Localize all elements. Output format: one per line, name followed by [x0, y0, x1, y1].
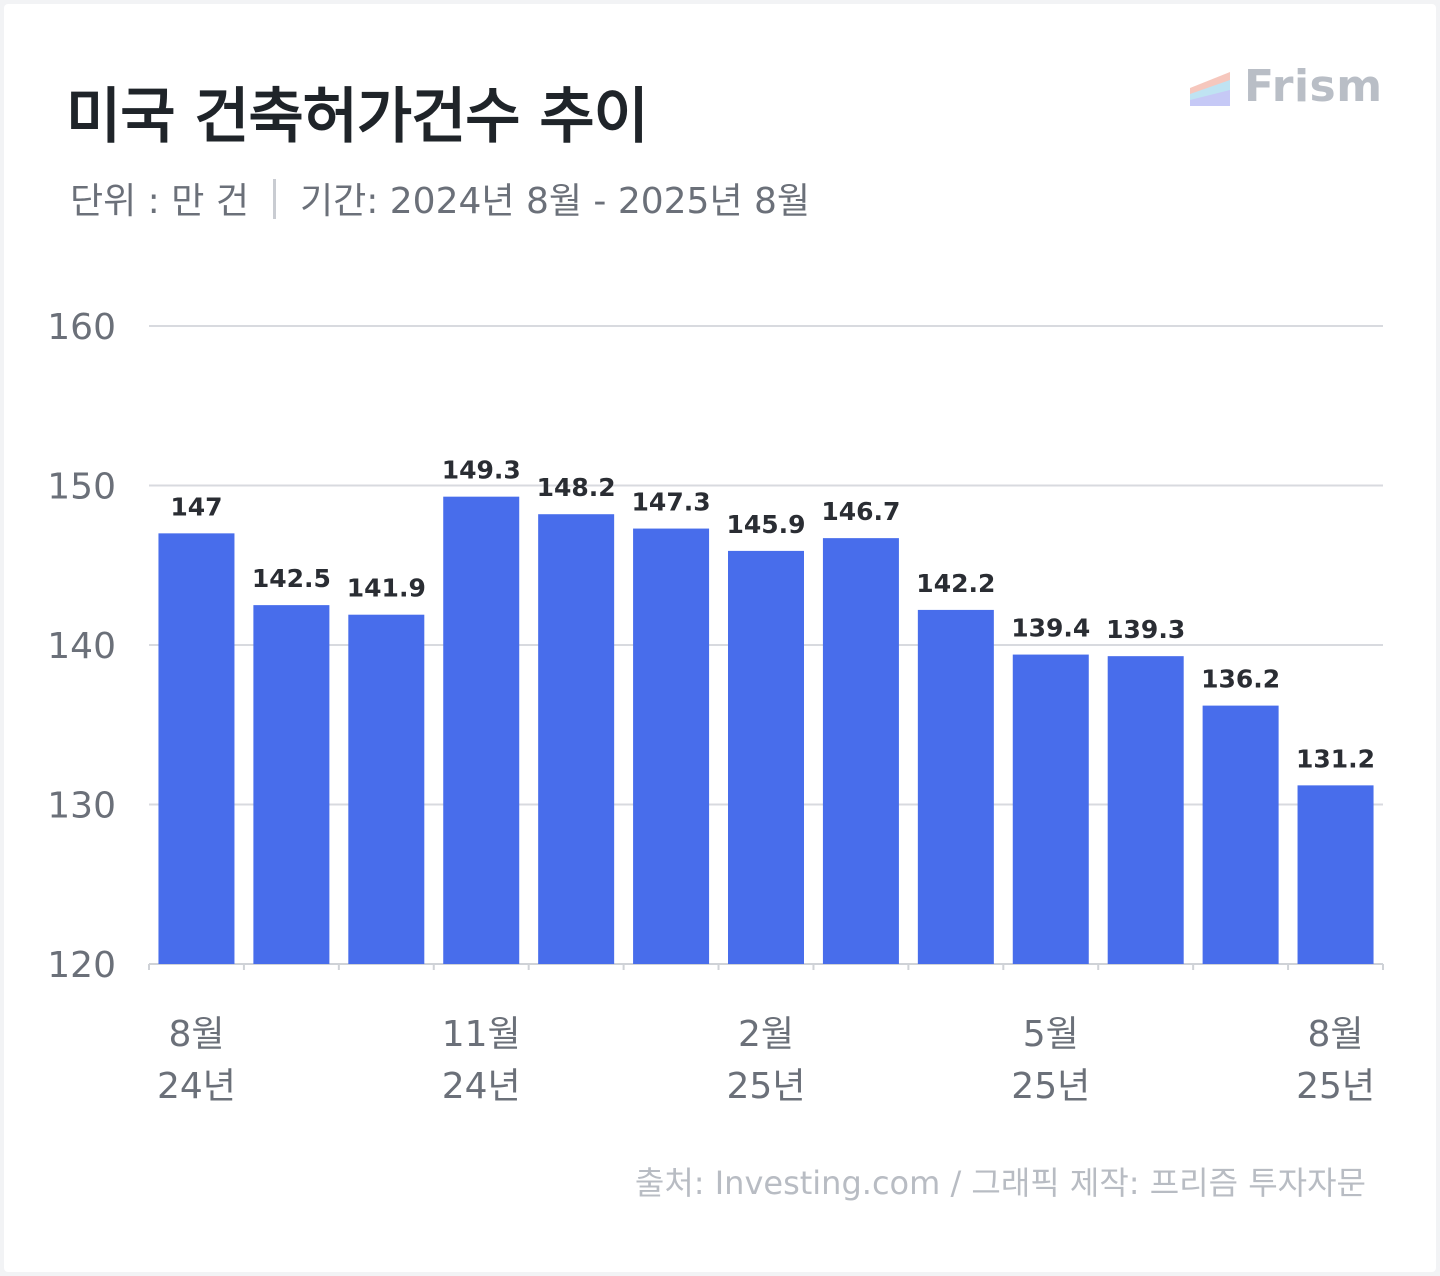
x-tick-month-label: 11월: [442, 1014, 521, 1055]
bar: [348, 614, 425, 964]
bar-value-label: 139.4: [1011, 614, 1090, 643]
y-tick-label: 130: [47, 786, 116, 827]
bar-value-label: 139.3: [1106, 615, 1185, 644]
x-tick-year-label: 25년: [727, 1066, 806, 1107]
y-tick-label: 120: [47, 945, 116, 986]
bar: [253, 605, 330, 964]
bar: [538, 514, 615, 964]
x-tick-month-label: 5월: [1023, 1014, 1079, 1055]
y-tick-label: 140: [47, 626, 116, 667]
bar: [822, 538, 899, 964]
x-tick-month-label: 8월: [168, 1014, 224, 1055]
bar-value-label: 131.2: [1296, 744, 1375, 773]
x-tick-month-label: 2월: [738, 1014, 794, 1055]
bar-value-label: 147.3: [632, 488, 711, 517]
bar: [1297, 785, 1374, 964]
bar-value-label: 149.3: [442, 456, 521, 485]
chart-title: 미국 건축허가건수 추이: [66, 82, 649, 152]
bar: [633, 528, 710, 964]
bar: [1012, 654, 1089, 964]
bar-value-label: 148.2: [537, 473, 616, 502]
frism-logo-icon: [1190, 72, 1230, 106]
bar: [917, 609, 994, 964]
bar-value-label: 147: [170, 492, 222, 521]
bar-value-label: 142.2: [916, 569, 995, 598]
brand-logo: Frism: [1190, 60, 1383, 112]
x-tick-year-label: 24년: [157, 1066, 236, 1107]
x-tick-month-label: 8월: [1308, 1014, 1364, 1055]
bar-value-label: 145.9: [726, 510, 805, 539]
bar: [158, 533, 235, 964]
brand-name: Frism: [1244, 60, 1383, 112]
period-label: 기간: 2024년 8월 - 2025년 8월: [299, 181, 811, 222]
chart-card: [4, 4, 1436, 1272]
bar-value-label: 142.5: [252, 564, 331, 593]
unit-label: 단위 : 만 건: [70, 181, 249, 222]
bar: [443, 496, 520, 964]
bar-value-label: 146.7: [821, 497, 900, 526]
chart-subtitle: 단위 : 만 건 기간: 2024년 8월 - 2025년 8월: [70, 172, 810, 224]
bar: [728, 550, 804, 964]
x-tick-year-label: 25년: [1011, 1066, 1090, 1107]
bar-value-label: 136.2: [1201, 665, 1280, 694]
bar: [1107, 656, 1184, 964]
subtitle-divider: [272, 179, 276, 219]
x-tick-year-label: 24년: [442, 1066, 521, 1107]
y-tick-label: 160: [47, 307, 116, 348]
y-tick-label: 150: [47, 467, 116, 508]
bar-value-label: 141.9: [347, 574, 426, 603]
bar: [1202, 705, 1279, 964]
x-tick-year-label: 25년: [1296, 1066, 1375, 1107]
source-credit: 출처: Investing.com / 그래픽 제작: 프리즘 투자자문: [634, 1164, 1366, 1202]
